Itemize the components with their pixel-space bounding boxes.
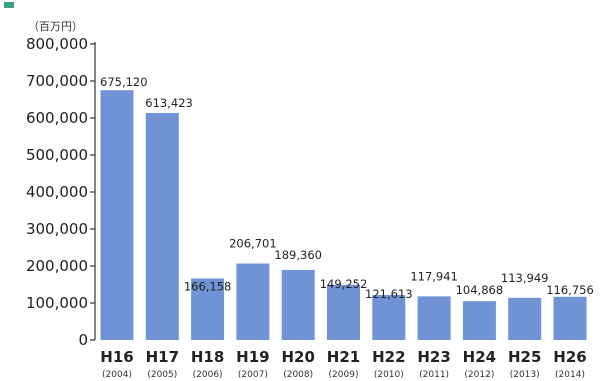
x-tick-label: H20 bbox=[281, 348, 314, 366]
x-axis-labels: H16 (2004) H17 (2005) H18 (2006) H19 (2007) H20 (… bbox=[100, 348, 586, 380]
bar bbox=[236, 263, 270, 340]
y-tick-label: 700,000 bbox=[26, 72, 88, 90]
x-sub-label: (2009) bbox=[329, 370, 359, 380]
data-label: 104,868 bbox=[456, 283, 504, 297]
x-tick-label: H22 bbox=[372, 348, 405, 366]
bar bbox=[145, 113, 179, 340]
x-sub-label: (2004) bbox=[102, 370, 132, 380]
data-label: 675,120 bbox=[100, 75, 148, 89]
x-tick-label: H16 bbox=[100, 348, 133, 366]
x-tick-label: H17 bbox=[146, 348, 179, 366]
y-tick-label: 500,000 bbox=[26, 146, 88, 164]
data-label: 149,252 bbox=[320, 277, 368, 291]
title-marker bbox=[4, 2, 14, 8]
data-label: 116,756 bbox=[546, 283, 594, 297]
bar bbox=[327, 284, 360, 340]
y-axis: 0 100,000 200,000 300,000 400,000 500,000 600,… bbox=[26, 35, 96, 349]
x-tick-label: H25 bbox=[508, 348, 541, 366]
y-tick-label: 100,000 bbox=[26, 294, 88, 312]
bar bbox=[417, 296, 451, 340]
y-tick-label: 0 bbox=[78, 331, 88, 349]
bar bbox=[553, 296, 587, 340]
data-label: 189,360 bbox=[274, 248, 322, 262]
data-label: 613,423 bbox=[145, 96, 193, 110]
bar bbox=[100, 90, 134, 340]
x-tick-label: H18 bbox=[191, 348, 224, 366]
data-label: 121,613 bbox=[365, 287, 413, 301]
y-tick-label: 600,000 bbox=[26, 109, 88, 127]
y-tick-label: 200,000 bbox=[26, 257, 88, 275]
x-sub-label: (2010) bbox=[374, 370, 404, 380]
data-label: 113,949 bbox=[501, 271, 549, 285]
data-label: 117,941 bbox=[410, 269, 458, 283]
bar bbox=[281, 269, 315, 340]
bar bbox=[372, 295, 406, 340]
y-unit-label: （百万円） bbox=[28, 20, 83, 33]
bars bbox=[100, 90, 587, 340]
x-tick-label: H24 bbox=[463, 348, 496, 366]
x-sub-label: (2013) bbox=[510, 370, 540, 380]
data-label: 166,158 bbox=[184, 280, 232, 294]
x-sub-label: (2014) bbox=[555, 370, 585, 380]
data-label: 206,701 bbox=[229, 237, 277, 251]
x-sub-label: (2006) bbox=[193, 370, 223, 380]
x-sub-label: (2007) bbox=[238, 370, 268, 380]
x-tick-label: H23 bbox=[417, 348, 450, 366]
x-tick-label: H19 bbox=[236, 348, 269, 366]
y-tick-label: 800,000 bbox=[26, 35, 88, 53]
x-sub-label: (2008) bbox=[283, 370, 313, 380]
x-sub-label: (2011) bbox=[419, 370, 449, 380]
bar bbox=[508, 297, 542, 340]
bar bbox=[462, 301, 496, 340]
x-sub-label: (2012) bbox=[464, 370, 494, 380]
x-sub-label: (2005) bbox=[147, 370, 177, 380]
bar bbox=[191, 278, 225, 340]
y-tick-label: 300,000 bbox=[26, 220, 88, 238]
x-tick-label: H21 bbox=[327, 348, 360, 366]
x-tick-label: H26 bbox=[553, 348, 586, 366]
y-tick-label: 400,000 bbox=[26, 183, 88, 201]
